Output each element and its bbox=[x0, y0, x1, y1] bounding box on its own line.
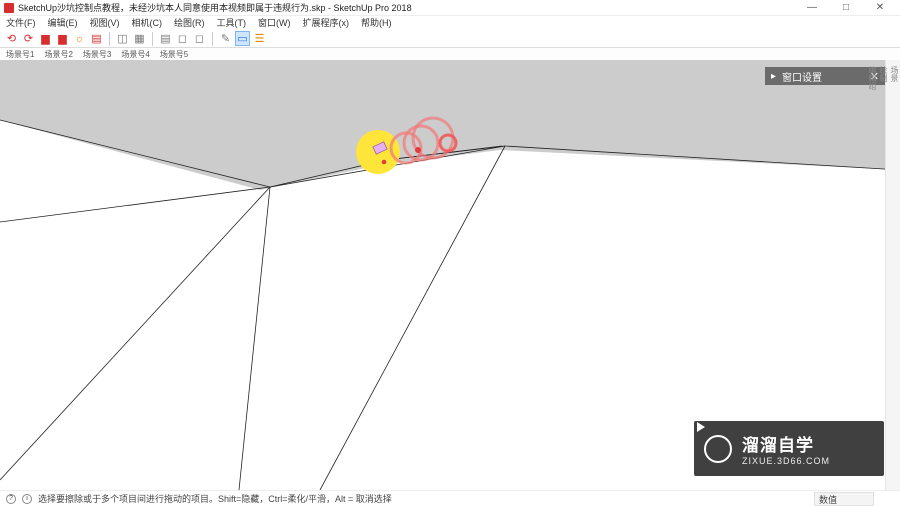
menu-tools[interactable]: 工具(T) bbox=[217, 16, 247, 29]
status-hint: 选择要擦除或于多个项目间进行拖动的项目。Shift=隐藏，Ctrl=柔化/平滑，… bbox=[38, 492, 392, 505]
tool-save[interactable]: ▤ bbox=[89, 31, 104, 46]
scene-tab-3[interactable]: 场景号3 bbox=[83, 49, 111, 60]
scene-tab-2[interactable]: 场景号2 bbox=[44, 49, 72, 60]
menu-window[interactable]: 窗口(W) bbox=[258, 16, 291, 29]
watermark-title: 溜溜自学 bbox=[742, 431, 830, 456]
tool-region[interactable]: ▭ bbox=[235, 31, 250, 46]
help-icon[interactable]: ? bbox=[6, 494, 16, 504]
scene-tab-5[interactable]: 场景号5 bbox=[160, 49, 188, 60]
tool-open[interactable]: ▆ bbox=[55, 31, 70, 46]
toolbar-separator bbox=[152, 32, 153, 46]
menu-extensions[interactable]: 扩展程序(x) bbox=[303, 16, 350, 29]
tray-tab-3[interactable]: 编辑组 bbox=[867, 66, 878, 470]
tool-sun[interactable]: ☼ bbox=[72, 31, 87, 46]
window-title: SketchUp沙坑控制点教程，未经沙坑本人同意使用本视频即属于违规行为.skp… bbox=[18, 1, 802, 14]
menu-file[interactable]: 文件(F) bbox=[6, 16, 36, 29]
toolbar-separator bbox=[212, 32, 213, 46]
menu-view[interactable]: 视图(V) bbox=[90, 16, 120, 29]
watermark: 溜溜自学 ZIXUE.3D66.COM bbox=[694, 421, 884, 476]
titlebar: SketchUp沙坑控制点教程，未经沙坑本人同意使用本视频即属于违规行为.skp… bbox=[0, 0, 900, 16]
tray-tab-2[interactable]: 绘制 bbox=[878, 66, 889, 470]
tool-grid[interactable]: ▦ bbox=[132, 31, 147, 46]
measurement-label: 数值 bbox=[814, 492, 874, 506]
tool-attach[interactable]: ✎ bbox=[218, 31, 233, 46]
scene-tab-4[interactable]: 场景号4 bbox=[121, 49, 149, 60]
menu-draw[interactable]: 绘图(R) bbox=[174, 16, 205, 29]
statusbar: ? i 选择要擦除或于多个项目间进行拖动的项目。Shift=隐藏，Ctrl=柔化… bbox=[0, 490, 900, 506]
tool-toggle2[interactable]: ◻ bbox=[192, 31, 207, 46]
play-icon bbox=[704, 435, 732, 463]
scene-tab-1[interactable]: 场景号1 bbox=[6, 49, 34, 60]
menu-help[interactable]: 帮助(H) bbox=[361, 16, 392, 29]
maximize-button[interactable]: □ bbox=[836, 2, 856, 13]
menu-camera[interactable]: 相机(C) bbox=[132, 16, 163, 29]
toolbar: ⟲⟳▆▆☼▤◫▦▤◻◻✎▭☰ bbox=[0, 30, 900, 48]
close-button[interactable]: ✕ bbox=[870, 2, 890, 13]
app-icon bbox=[4, 3, 14, 13]
panel-title: 窗口设置 bbox=[782, 69, 822, 84]
tool-toggle1[interactable]: ◻ bbox=[175, 31, 190, 46]
tool-cursor[interactable]: ☰ bbox=[252, 31, 267, 46]
info-icon[interactable]: i bbox=[22, 494, 32, 504]
watermark-url: ZIXUE.3D66.COM bbox=[742, 456, 830, 466]
tool-redo[interactable]: ⟳ bbox=[21, 31, 36, 46]
right-tray: 场景 绘制 编辑组 bbox=[885, 60, 900, 490]
tray-tab-1[interactable]: 场景 bbox=[889, 66, 900, 470]
panel-arrow-icon: ▸ bbox=[771, 71, 776, 82]
toolbar-separator bbox=[109, 32, 110, 46]
menubar: 文件(F) 编辑(E) 视图(V) 相机(C) 绘图(R) 工具(T) 窗口(W… bbox=[0, 16, 900, 30]
tool-undo[interactable]: ⟲ bbox=[4, 31, 19, 46]
minimize-button[interactable]: — bbox=[802, 2, 822, 13]
window-controls: — □ ✕ bbox=[802, 2, 890, 13]
tool-layer[interactable]: ▤ bbox=[158, 31, 173, 46]
menu-edit[interactable]: 编辑(E) bbox=[48, 16, 78, 29]
tool-section[interactable]: ◫ bbox=[115, 31, 130, 46]
tool-new[interactable]: ▆ bbox=[38, 31, 53, 46]
viewport[interactable]: ▸ 窗口设置 ✕ 场景 绘制 编辑组 溜溜自学 ZIXUE.3D66.COM bbox=[0, 60, 900, 490]
scene-tabs: 场景号1 场景号2 场景号3 场景号4 场景号5 bbox=[0, 48, 900, 60]
